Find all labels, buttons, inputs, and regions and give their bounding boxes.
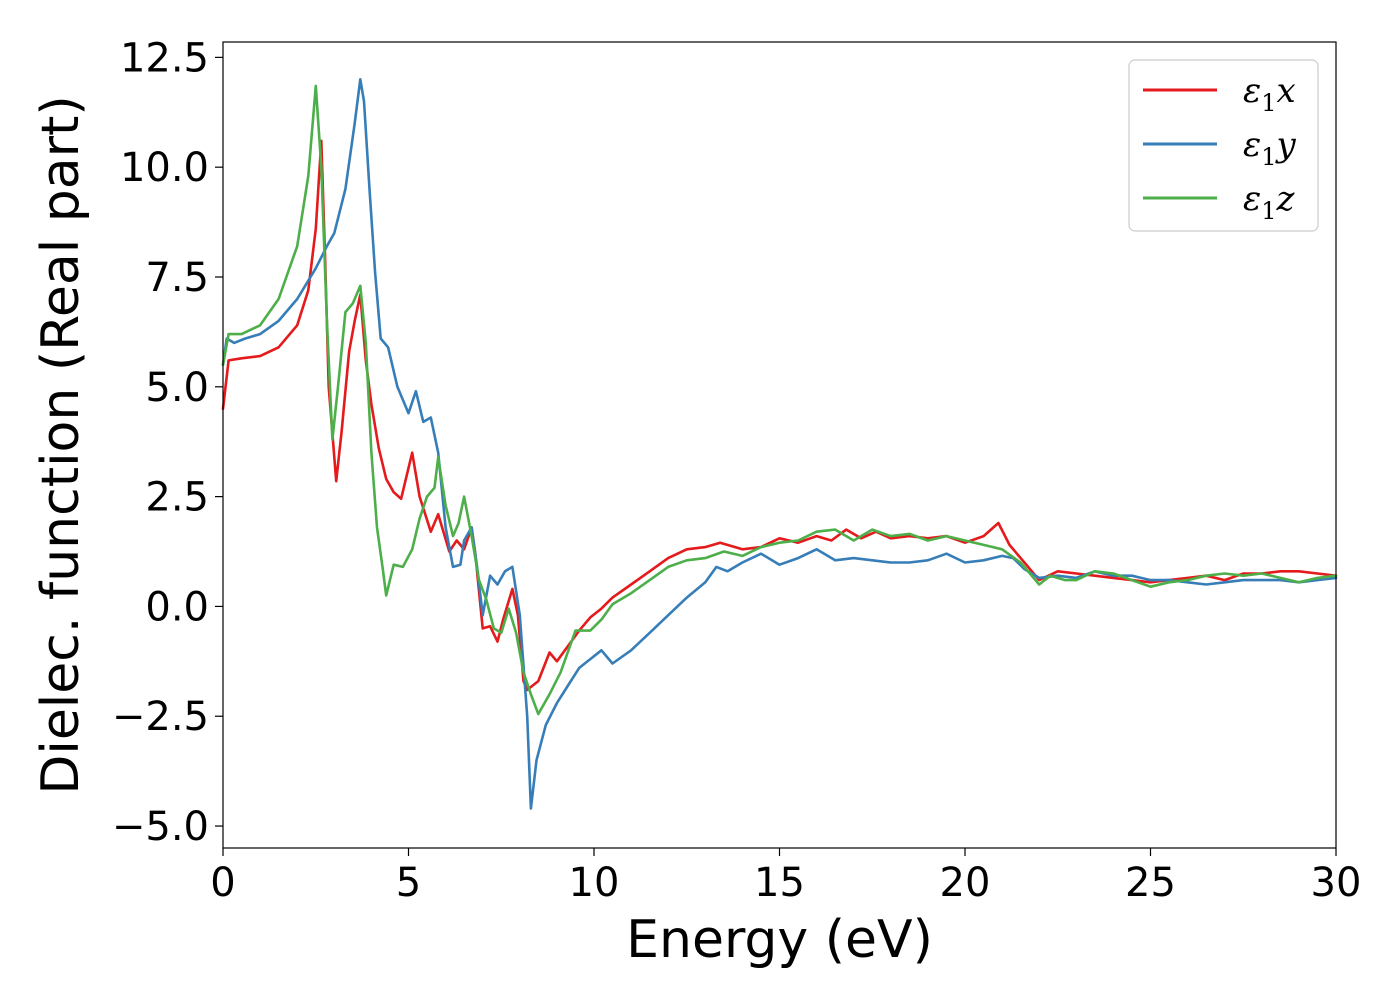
y-tick-label: 10.0 (120, 145, 209, 191)
x-tick-label: 25 (1125, 860, 1176, 906)
legend-label-y: ε1y (1243, 125, 1297, 171)
x-tick-label: 10 (569, 860, 620, 906)
y-tick-label: −2.5 (112, 694, 209, 740)
y-tick-label: −5.0 (112, 804, 209, 850)
legend-symbol: ε (1243, 71, 1261, 111)
plot-series (221, 78, 1338, 810)
series-line-z (221, 84, 1338, 716)
legend-subscript: 1 (1261, 143, 1276, 171)
legend-subscript: 1 (1261, 89, 1276, 117)
legend-variable: z (1276, 179, 1296, 219)
legend-symbol: ε (1243, 125, 1261, 165)
legend-label-x: ε1x (1243, 71, 1296, 117)
y-axis-label: Dielec. function (Real part) (31, 95, 91, 794)
y-axis-ticks: −5.0 −2.5 0.0 2.5 5.0 7.5 10.0 12.5 (112, 35, 223, 850)
x-tick-label: 30 (1311, 860, 1362, 906)
legend-symbol: ε (1243, 179, 1261, 219)
y-tick-label: 5.0 (145, 365, 209, 411)
axes-frame (222, 41, 1337, 849)
legend-variable: y (1275, 125, 1297, 165)
x-tick-label: 5 (396, 860, 421, 906)
x-tick-label: 0 (210, 860, 235, 906)
series-line-x (221, 139, 1338, 692)
legend-box (1128, 59, 1319, 232)
series-line-y (221, 78, 1338, 810)
y-tick-label: 0.0 (145, 584, 209, 630)
y-tick-label: 7.5 (145, 255, 209, 301)
legend-label-z: ε1z (1243, 179, 1296, 225)
legend-variable: x (1277, 71, 1296, 111)
x-tick-label: 15 (754, 860, 805, 906)
x-axis-ticks: 0 5 10 15 20 25 30 (210, 848, 1361, 906)
x-tick-label: 20 (940, 860, 991, 906)
y-tick-label: 2.5 (145, 475, 209, 521)
legend-subscript: 1 (1261, 197, 1276, 225)
y-tick-label: 12.5 (120, 35, 209, 81)
x-axis-label: Energy (eV) (626, 910, 933, 970)
